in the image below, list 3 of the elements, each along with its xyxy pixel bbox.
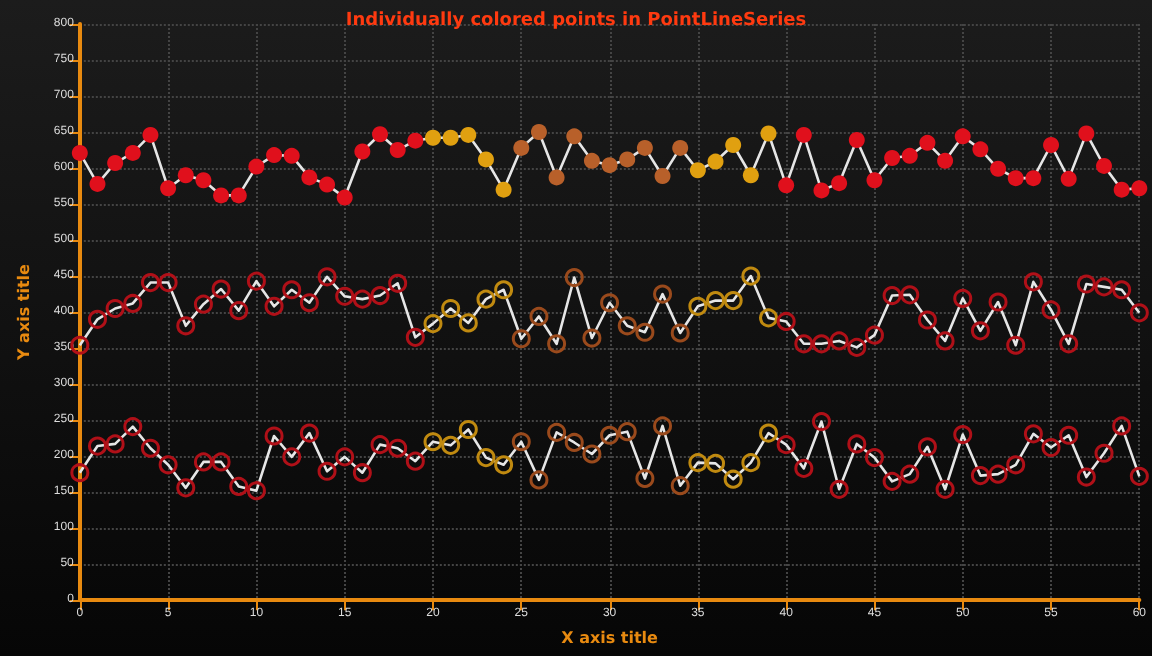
x-axis-title: X axis title bbox=[561, 629, 660, 647]
y-axis-title: Y axis title bbox=[15, 262, 33, 363]
chart-title: Individually colored points in PointLineSeries bbox=[345, 11, 807, 31]
